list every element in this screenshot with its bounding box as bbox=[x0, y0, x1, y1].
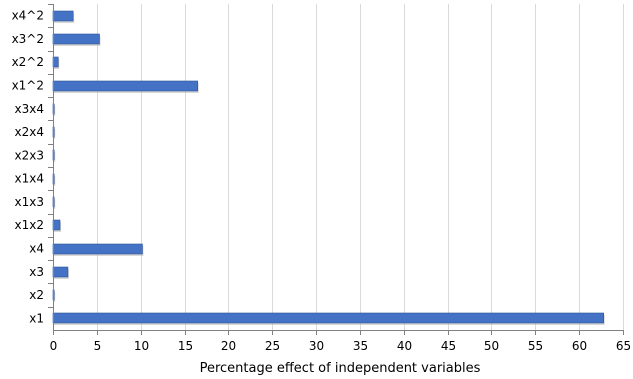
tick-labels: 0 5 10 15 20 25 30 35 40 45 50 55 60 65x1x2x3x4x1x2x1… bbox=[12, 9, 632, 353]
bar-x1 bbox=[52, 312, 605, 324]
y-tick-label-x1x2: x1x2 bbox=[15, 218, 44, 232]
bar-x3 bbox=[52, 266, 69, 278]
y-tick-label-x3^2: x3^2 bbox=[12, 32, 44, 46]
x-tick-label-25: 25 bbox=[265, 339, 280, 353]
y-tick-label-x3: x3 bbox=[29, 265, 44, 279]
bar-shadow-x2x4 bbox=[54, 129, 56, 139]
x-tick-label-50: 50 bbox=[484, 339, 499, 353]
y-tick-label-x1^2: x1^2 bbox=[12, 79, 44, 93]
x-tick-label-20: 20 bbox=[221, 339, 236, 353]
x-axis-title: Percentage effect of independent variabl… bbox=[200, 361, 481, 376]
y-tick-label-x4: x4 bbox=[29, 242, 44, 256]
y-tick-label-x2x3: x2x3 bbox=[15, 148, 44, 162]
x-tick-label-65: 65 bbox=[616, 339, 631, 353]
x-tick-label-40: 40 bbox=[397, 339, 412, 353]
x-tick-label-35: 35 bbox=[353, 339, 368, 353]
bar-x4^2 bbox=[52, 10, 74, 22]
y-tick-label-x1x4: x1x4 bbox=[15, 172, 44, 186]
x-tick-label-30: 30 bbox=[309, 339, 324, 353]
y-tick-label-x1x3: x1x3 bbox=[15, 195, 44, 209]
x-tick-label-10: 10 bbox=[134, 339, 149, 353]
x-tick-label-15: 15 bbox=[178, 339, 193, 353]
bar-x1^2 bbox=[52, 80, 198, 92]
x-tick-label-60: 60 bbox=[572, 339, 587, 353]
x-tick-label-45: 45 bbox=[441, 339, 456, 353]
y-tick-label-x4^2: x4^2 bbox=[12, 9, 44, 23]
bar-shadow-x1x3 bbox=[54, 199, 56, 209]
bar-shadow-x2 bbox=[54, 292, 56, 302]
bars bbox=[52, 10, 605, 325]
bar-shadow-x2x3 bbox=[54, 152, 56, 162]
bar-shadow-x1x4 bbox=[54, 176, 56, 186]
x-tick-label-5: 5 bbox=[94, 339, 102, 353]
bar-shadow-x3x4 bbox=[54, 106, 56, 116]
bar-x3^2 bbox=[52, 33, 100, 45]
axes bbox=[48, 4, 624, 335]
y-tick-label-x2^2: x2^2 bbox=[12, 55, 44, 69]
x-tick-label-55: 55 bbox=[528, 339, 543, 353]
y-tick-label-x1: x1 bbox=[29, 311, 44, 325]
bar-x4 bbox=[52, 243, 143, 255]
y-tick-label-x2x4: x2x4 bbox=[15, 125, 44, 139]
x-tick-label-0: 0 bbox=[50, 339, 58, 353]
bar-x1x2 bbox=[52, 219, 61, 231]
y-tick-label-x3x4: x3x4 bbox=[15, 102, 44, 116]
gridlines bbox=[97, 4, 624, 330]
y-tick-label-x2: x2 bbox=[29, 288, 44, 302]
